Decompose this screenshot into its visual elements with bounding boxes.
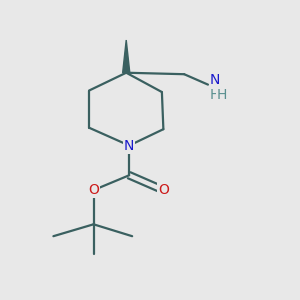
Text: O: O [158, 183, 169, 197]
Text: N: N [124, 139, 134, 152]
Text: N: N [209, 73, 220, 87]
Text: O: O [88, 183, 99, 197]
Text: H: H [217, 88, 227, 102]
Polygon shape [123, 40, 130, 73]
Text: H: H [209, 88, 220, 102]
